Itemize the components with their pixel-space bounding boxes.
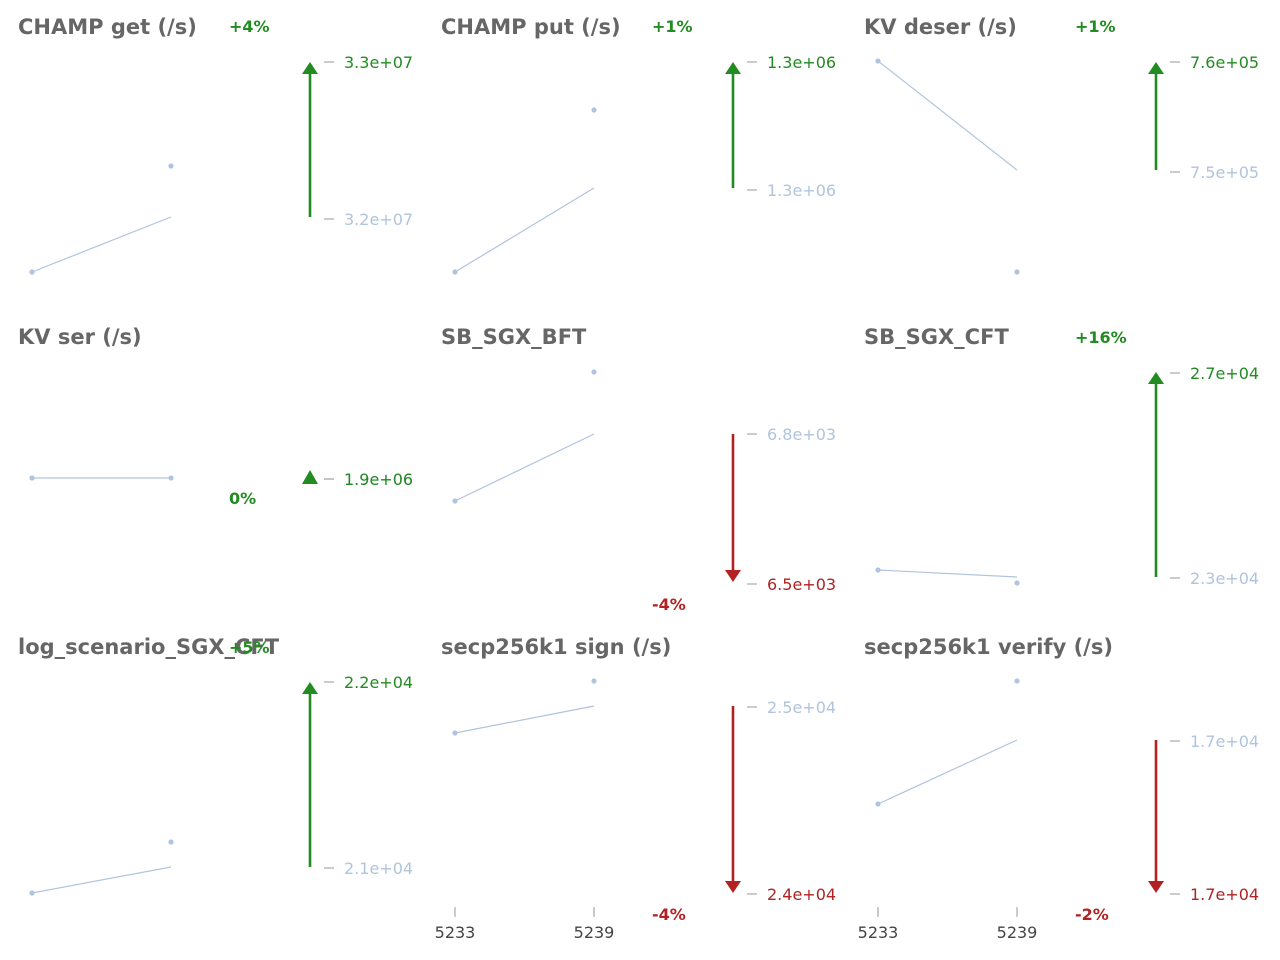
change-percent: +16% bbox=[1075, 328, 1127, 347]
change-percent: 0% bbox=[229, 489, 256, 508]
data-point-prev bbox=[29, 890, 35, 896]
value-label-now: 1.3e+06 bbox=[767, 53, 836, 72]
data-point-prev bbox=[875, 567, 881, 573]
change-arrow-head bbox=[302, 682, 318, 694]
series-line bbox=[454, 433, 595, 502]
data-point-prev bbox=[875, 58, 881, 64]
change-arrow-head bbox=[725, 881, 741, 893]
series-line bbox=[877, 60, 1018, 171]
change-percent: -2% bbox=[1075, 905, 1109, 924]
panel-title: log_scenario_SGX_CFT bbox=[18, 635, 280, 659]
x-tick-label: 5233 bbox=[435, 923, 476, 942]
data-point-now bbox=[591, 678, 597, 684]
data-point-prev bbox=[452, 269, 458, 275]
panel-title: KV deser (/s) bbox=[864, 15, 1017, 39]
series-line bbox=[454, 705, 595, 734]
change-percent: +1% bbox=[652, 17, 693, 36]
value-label-now: 1.7e+04 bbox=[1190, 885, 1259, 904]
value-label-now: 2.2e+04 bbox=[344, 673, 413, 692]
data-point-prev bbox=[29, 269, 35, 275]
change-arrow-head bbox=[302, 470, 318, 484]
value-label-prev: 7.5e+05 bbox=[1190, 163, 1259, 182]
x-tick-label: 5239 bbox=[574, 923, 615, 942]
change-arrow-head bbox=[1148, 881, 1164, 893]
change-percent: +1% bbox=[1075, 17, 1116, 36]
data-point-now bbox=[168, 163, 174, 169]
value-label-prev: 1.3e+06 bbox=[767, 181, 836, 200]
value-label-prev: 3.2e+07 bbox=[344, 210, 413, 229]
change-percent: -4% bbox=[652, 595, 686, 614]
change-percent: -4% bbox=[652, 905, 686, 924]
x-tick-label: 5233 bbox=[858, 923, 899, 942]
data-point-prev bbox=[875, 801, 881, 807]
panel-title: CHAMP get (/s) bbox=[18, 15, 197, 39]
change-arrow-head bbox=[302, 62, 318, 74]
value-label-prev: 2.1e+04 bbox=[344, 859, 413, 878]
change-arrow-head bbox=[1148, 62, 1164, 74]
series-line bbox=[31, 866, 172, 894]
panel-title: secp256k1 verify (/s) bbox=[864, 635, 1113, 659]
data-point-now bbox=[168, 839, 174, 845]
panel-title: CHAMP put (/s) bbox=[441, 15, 621, 39]
data-point-prev bbox=[452, 498, 458, 504]
data-point-prev bbox=[29, 475, 35, 481]
data-point-now bbox=[591, 369, 597, 375]
data-point-now bbox=[1014, 678, 1020, 684]
value-label-now: 2.7e+04 bbox=[1190, 364, 1259, 383]
value-label-now: 7.6e+05 bbox=[1190, 53, 1259, 72]
value-label-prev: 1.7e+04 bbox=[1190, 732, 1259, 751]
value-label-now: 1.9e+06 bbox=[344, 470, 413, 489]
data-point-now bbox=[1014, 580, 1020, 586]
value-label-now: 2.4e+04 bbox=[767, 885, 836, 904]
value-label-now: 6.5e+03 bbox=[767, 575, 836, 594]
x-tick-label: 5239 bbox=[997, 923, 1038, 942]
data-point-now bbox=[168, 475, 174, 481]
change-percent: +5% bbox=[229, 638, 270, 657]
series-line bbox=[877, 569, 1018, 578]
data-point-now bbox=[1014, 269, 1020, 275]
panel-title: SB_SGX_CFT bbox=[864, 325, 1009, 349]
change-arrow-head bbox=[725, 570, 741, 582]
series-line bbox=[31, 216, 172, 273]
change-arrow-head bbox=[1148, 372, 1164, 384]
series-line bbox=[877, 739, 1018, 805]
value-label-prev: 1.9e+06 bbox=[344, 470, 413, 489]
data-point-prev bbox=[452, 730, 458, 736]
change-arrow-head bbox=[725, 62, 741, 74]
data-point-now bbox=[591, 107, 597, 113]
value-label-prev: 2.3e+04 bbox=[1190, 569, 1259, 588]
value-label-prev: 2.5e+04 bbox=[767, 698, 836, 717]
series-line bbox=[454, 187, 595, 273]
change-percent: +4% bbox=[229, 17, 270, 36]
panel-title: SB_SGX_BFT bbox=[441, 325, 587, 349]
panel-title: secp256k1 sign (/s) bbox=[441, 635, 671, 659]
panel-title: KV ser (/s) bbox=[18, 325, 142, 349]
value-label-now: 3.3e+07 bbox=[344, 53, 413, 72]
value-label-prev: 6.8e+03 bbox=[767, 425, 836, 444]
